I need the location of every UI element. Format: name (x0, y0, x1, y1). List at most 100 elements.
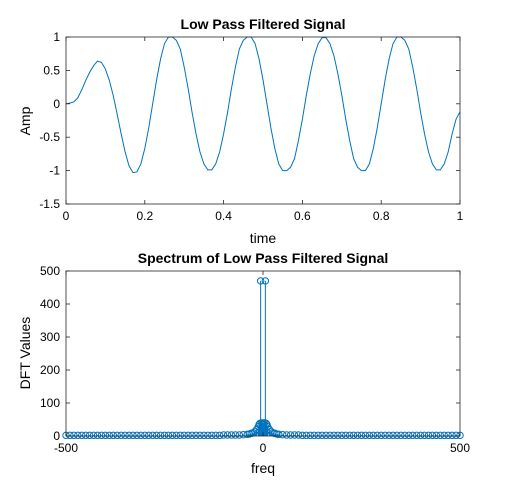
spectrum-stem-marker (401, 431, 409, 440)
spectrum-stem-marker (416, 431, 425, 440)
spectrum-stem-marker (208, 431, 216, 440)
spectrum-stem-marker (164, 431, 173, 440)
spectrum-stem-marker (373, 431, 381, 440)
spectrum-stem-marker (117, 431, 125, 440)
spectrum-stem-marker (66, 431, 74, 440)
signal-x-tick-label: 0.6 (294, 209, 311, 223)
spectrum-stem-marker (261, 277, 270, 285)
spectrum-y-tick-label: 300 (40, 330, 60, 344)
spectrum-stem-marker (452, 431, 460, 440)
spectrum-stem-marker (393, 431, 401, 440)
spectrum-stem-marker (440, 431, 448, 440)
spectrum-stem-marker (196, 431, 204, 440)
spectrum-stem-marker (326, 431, 334, 440)
spectrum-stem-marker (334, 431, 342, 440)
spectrum-stem-marker (412, 431, 421, 440)
spectrum-stem-marker (93, 431, 102, 440)
spectrum-stem-marker (345, 431, 354, 440)
spectrum-stem-marker (330, 431, 338, 440)
spectrum-stem-marker (369, 431, 378, 440)
spectrum-stem-marker (109, 431, 117, 440)
spectrum-y-tick-label: 100 (40, 396, 60, 410)
spectrum-stem-marker (97, 431, 106, 440)
spectrum-stem-marker (397, 431, 405, 440)
spectrum-stem-marker (188, 431, 196, 440)
spectrum-stem-marker (282, 431, 291, 439)
spectrum-stem-marker (145, 431, 153, 440)
spectrum-plot-area (66, 271, 460, 436)
spectrum-y-axis-label: DFT Values (17, 317, 33, 390)
spectrum-stem-marker (227, 431, 236, 439)
spectrum-stem-marker (200, 431, 208, 440)
spectrum-x-tick-label: 500 (450, 441, 470, 455)
spectrum-stem-marker (381, 431, 389, 440)
signal-plot-area (66, 37, 460, 204)
spectrum-stem-marker (298, 431, 307, 440)
spectrum-stem-marker (204, 431, 212, 440)
spectrum-stem-marker (444, 431, 452, 440)
spectrum-stem-marker (231, 431, 240, 439)
spectrum-y-tick-label: 400 (40, 297, 60, 311)
spectrum-stem-marker (405, 431, 413, 440)
signal-x-tick-label: 0.8 (373, 209, 390, 223)
spectrum-stem-marker (192, 431, 200, 440)
spectrum-stem-marker (70, 431, 78, 440)
spectrum-stem-marker (256, 277, 265, 285)
spectrum-stem-marker (385, 431, 393, 440)
spectrum-stem-marker (212, 431, 220, 440)
signal-ticks: 0 0.2 0.4 0.6 0.8 1 -1.5 -1 -0.5 0 0.5 1 (39, 30, 463, 223)
signal-y-axis-label: Amp (17, 106, 33, 135)
spectrum-stem-marker (85, 431, 94, 440)
signal-x-tick-label: 0 (63, 209, 70, 223)
spectrum-stem-marker (306, 431, 314, 440)
spectrum-stem-marker (137, 431, 145, 440)
spectrum-stem-marker (113, 431, 121, 440)
spectrum-stem-marker (121, 431, 129, 440)
signal-series-line (65, 36, 461, 174)
spectrum-stem-marker (349, 431, 358, 440)
spectrum-stem-marker (82, 431, 90, 440)
spectrum-stem-marker (377, 431, 385, 440)
spectrum-stem-marker (215, 431, 224, 440)
signal-x-tick-label: 0.2 (136, 209, 153, 223)
spectrum-stem-marker (78, 431, 86, 440)
spectrum-stem-marker (133, 431, 141, 440)
spectrum-stem-marker (361, 431, 370, 440)
spectrum-stem-marker (338, 431, 346, 440)
signal-y-tick-label: -1 (49, 164, 60, 178)
spectrum-stem-marker (168, 431, 177, 440)
spectrum-stem-marker (428, 431, 437, 440)
signal-axes-box (65, 36, 461, 205)
spectrum-stem-marker (357, 431, 366, 440)
signal-chart-title: Low Pass Filtered Signal (181, 16, 346, 32)
signal-x-axis-label: time (250, 230, 277, 246)
spectrum-stem-marker (105, 431, 114, 440)
spectrum-stem-marker (156, 431, 165, 440)
spectrum-stem-marker (129, 431, 137, 440)
spectrum-stem-marker (420, 431, 429, 440)
spectrum-y-tick-label: 0 (53, 429, 60, 443)
signal-marks (65, 36, 461, 174)
spectrum-stem-marker (432, 431, 441, 440)
spectrum-stem-marker (89, 431, 98, 440)
signal-y-tick-label: -1.5 (39, 197, 60, 211)
spectrum-stem-marker (219, 431, 228, 439)
spectrum-stem-marker (314, 431, 322, 440)
spectrum-stem-marker (409, 431, 417, 440)
spectrum-stem-marker (286, 431, 295, 439)
spectrum-stem-marker (342, 431, 350, 440)
spectrum-x-axis-label: freq (251, 460, 275, 476)
signal-y-tick-label: -0.5 (39, 130, 60, 144)
spectrum-stem-marker (318, 431, 326, 440)
spectrum-stem-marker (184, 431, 192, 440)
spectrum-stem-marker (294, 431, 303, 439)
spectrum-chart-title: Spectrum of Low Pass Filtered Signal (138, 250, 389, 266)
signal-chart: 0 0.2 0.4 0.6 0.8 1 -1.5 -1 -0.5 0 0.5 1 Low Pass F… (17, 16, 464, 246)
spectrum-stem-marker (436, 431, 444, 440)
spectrum-stem-marker (160, 431, 169, 440)
spectrum-stem-marker (141, 431, 149, 440)
signal-y-tick-label: 0 (53, 97, 60, 111)
signal-y-tick-label: 1 (53, 30, 60, 44)
